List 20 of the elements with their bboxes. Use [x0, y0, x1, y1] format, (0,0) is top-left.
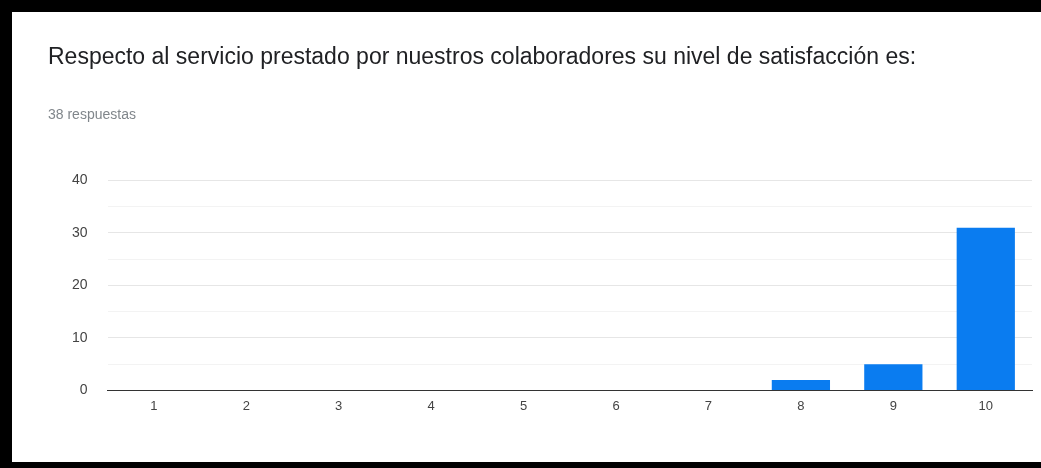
x-tick-label: 10	[978, 397, 994, 413]
bar	[771, 379, 831, 390]
x-tick-label: 8	[797, 397, 805, 413]
x-tick-label: 6	[612, 397, 620, 413]
y-tick-label: 20	[71, 276, 88, 293]
x-tick-label: 4	[427, 397, 435, 413]
bar	[956, 227, 1015, 390]
x-tick-label: 3	[335, 397, 343, 413]
x-tick-label: 5	[519, 397, 528, 413]
y-tick-label: 40	[71, 171, 88, 188]
y-tick-label: 30	[71, 223, 88, 240]
y-tick-label: 10	[71, 328, 88, 345]
y-tick-label: 0	[79, 381, 88, 398]
x-tick-label: 2	[242, 397, 250, 413]
x-tick-label: 1	[150, 397, 158, 413]
bar	[864, 364, 923, 390]
x-tick-label: 9	[889, 397, 897, 413]
x-tick-label: 7	[704, 397, 713, 413]
chart-title: Respecto al servicio prestado por nuestros colaboradores su nivel de satisfacción es:	[48, 42, 918, 71]
chart-subtitle: 38 respuestas	[48, 106, 136, 122]
